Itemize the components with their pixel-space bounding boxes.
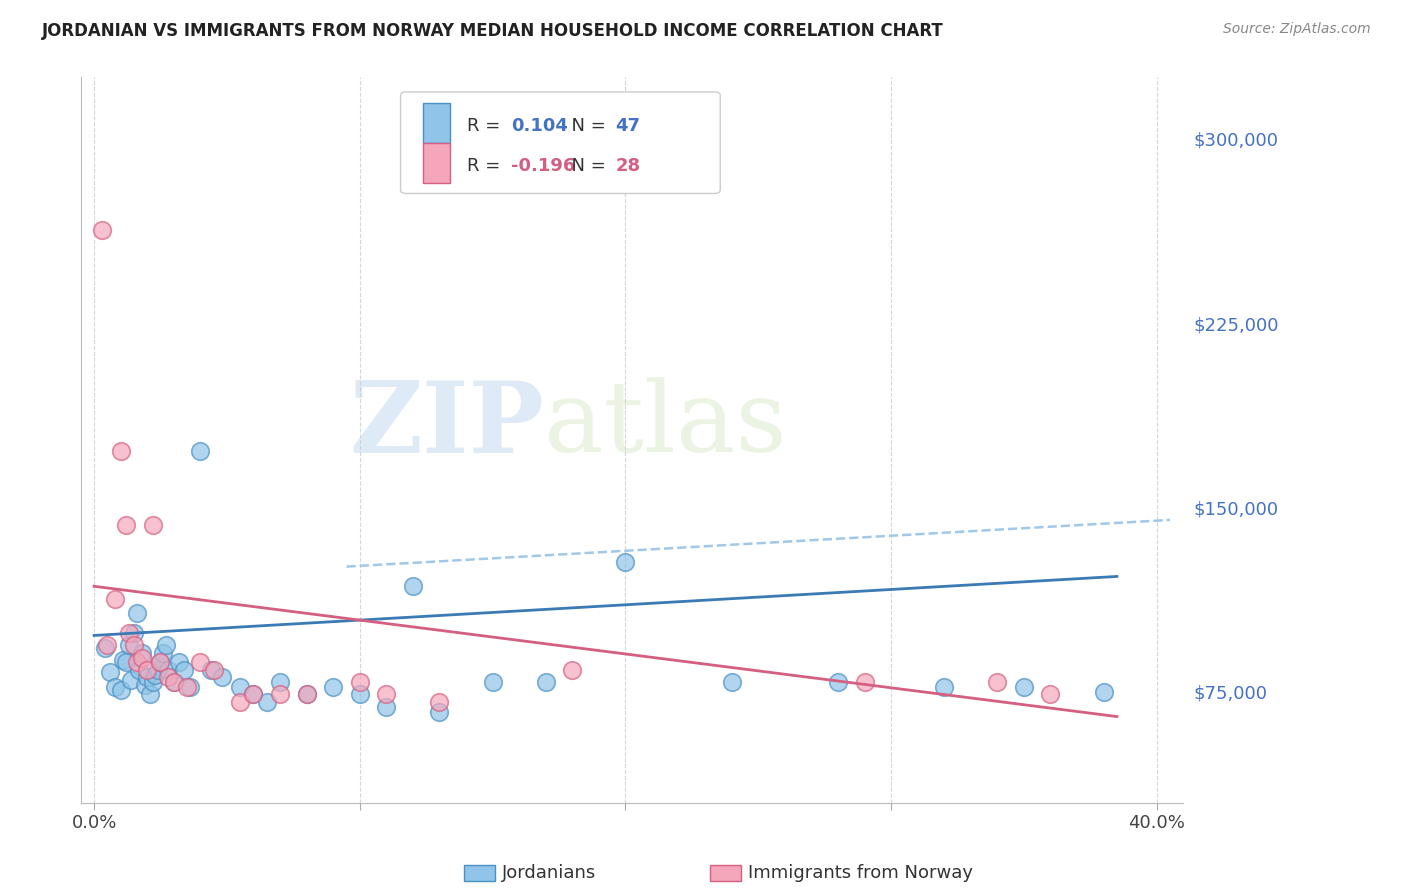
- Point: [163, 675, 186, 690]
- Point: [256, 695, 278, 709]
- Point: [188, 444, 211, 458]
- FancyBboxPatch shape: [401, 92, 720, 194]
- Point: [200, 663, 222, 677]
- Point: [122, 626, 145, 640]
- Point: [112, 653, 135, 667]
- Point: [155, 638, 177, 652]
- Point: [134, 677, 156, 691]
- Point: [349, 688, 371, 702]
- Point: [242, 688, 264, 702]
- Point: [152, 646, 174, 660]
- Text: Immigrants from Norway: Immigrants from Norway: [748, 864, 973, 882]
- Point: [93, 640, 115, 655]
- Point: [429, 705, 451, 719]
- Point: [375, 688, 398, 702]
- Text: 28: 28: [616, 157, 641, 175]
- Point: [481, 675, 503, 690]
- Point: [146, 663, 169, 677]
- Point: [120, 673, 142, 687]
- Text: R =: R =: [467, 157, 506, 175]
- Point: [322, 680, 344, 694]
- Point: [561, 663, 583, 677]
- Point: [614, 555, 637, 569]
- Text: atlas: atlas: [544, 377, 786, 474]
- Bar: [423, 103, 450, 143]
- Point: [143, 667, 166, 681]
- Point: [402, 579, 425, 593]
- Point: [139, 688, 162, 702]
- Text: -0.196: -0.196: [510, 157, 575, 175]
- Point: [229, 680, 252, 694]
- Point: [269, 688, 291, 702]
- Text: N =: N =: [561, 117, 612, 135]
- Point: [96, 638, 118, 652]
- Point: [720, 675, 742, 690]
- Point: [141, 675, 163, 690]
- Point: [91, 223, 114, 237]
- Text: 0.104: 0.104: [510, 117, 568, 135]
- Point: [211, 670, 233, 684]
- Point: [1039, 688, 1062, 702]
- Point: [1092, 685, 1115, 699]
- Point: [131, 646, 153, 660]
- Point: [136, 670, 159, 684]
- Point: [163, 675, 186, 690]
- Point: [117, 638, 139, 652]
- Point: [827, 675, 849, 690]
- Point: [986, 675, 1008, 690]
- Point: [110, 682, 132, 697]
- Text: Jordanians: Jordanians: [502, 864, 596, 882]
- Point: [269, 675, 291, 690]
- Point: [104, 680, 127, 694]
- Point: [157, 663, 180, 677]
- Point: [104, 591, 127, 606]
- Point: [167, 656, 190, 670]
- Point: [349, 675, 371, 690]
- Point: [131, 650, 153, 665]
- Point: [141, 517, 163, 532]
- Bar: [423, 143, 450, 183]
- Text: Source: ZipAtlas.com: Source: ZipAtlas.com: [1223, 22, 1371, 37]
- Point: [125, 656, 148, 670]
- Point: [202, 663, 225, 677]
- Text: N =: N =: [561, 157, 612, 175]
- Text: R =: R =: [467, 117, 506, 135]
- Point: [1012, 680, 1035, 694]
- Point: [429, 695, 451, 709]
- Point: [149, 656, 172, 670]
- Point: [98, 665, 121, 680]
- Point: [934, 680, 956, 694]
- Point: [117, 626, 139, 640]
- Point: [136, 663, 159, 677]
- Point: [149, 656, 172, 670]
- Point: [229, 695, 252, 709]
- Point: [179, 680, 201, 694]
- Point: [125, 607, 148, 621]
- Point: [242, 688, 264, 702]
- Text: 47: 47: [616, 117, 641, 135]
- Point: [110, 444, 132, 458]
- Point: [534, 675, 557, 690]
- Point: [122, 638, 145, 652]
- Point: [188, 656, 211, 670]
- Point: [176, 680, 198, 694]
- Text: JORDANIAN VS IMMIGRANTS FROM NORWAY MEDIAN HOUSEHOLD INCOME CORRELATION CHART: JORDANIAN VS IMMIGRANTS FROM NORWAY MEDI…: [42, 22, 943, 40]
- Point: [157, 670, 180, 684]
- Point: [115, 656, 138, 670]
- Point: [853, 675, 876, 690]
- Point: [173, 663, 195, 677]
- Point: [295, 688, 318, 702]
- Point: [128, 663, 150, 677]
- Point: [115, 517, 138, 532]
- Point: [295, 688, 318, 702]
- Point: [375, 699, 398, 714]
- Text: ZIP: ZIP: [349, 377, 544, 474]
